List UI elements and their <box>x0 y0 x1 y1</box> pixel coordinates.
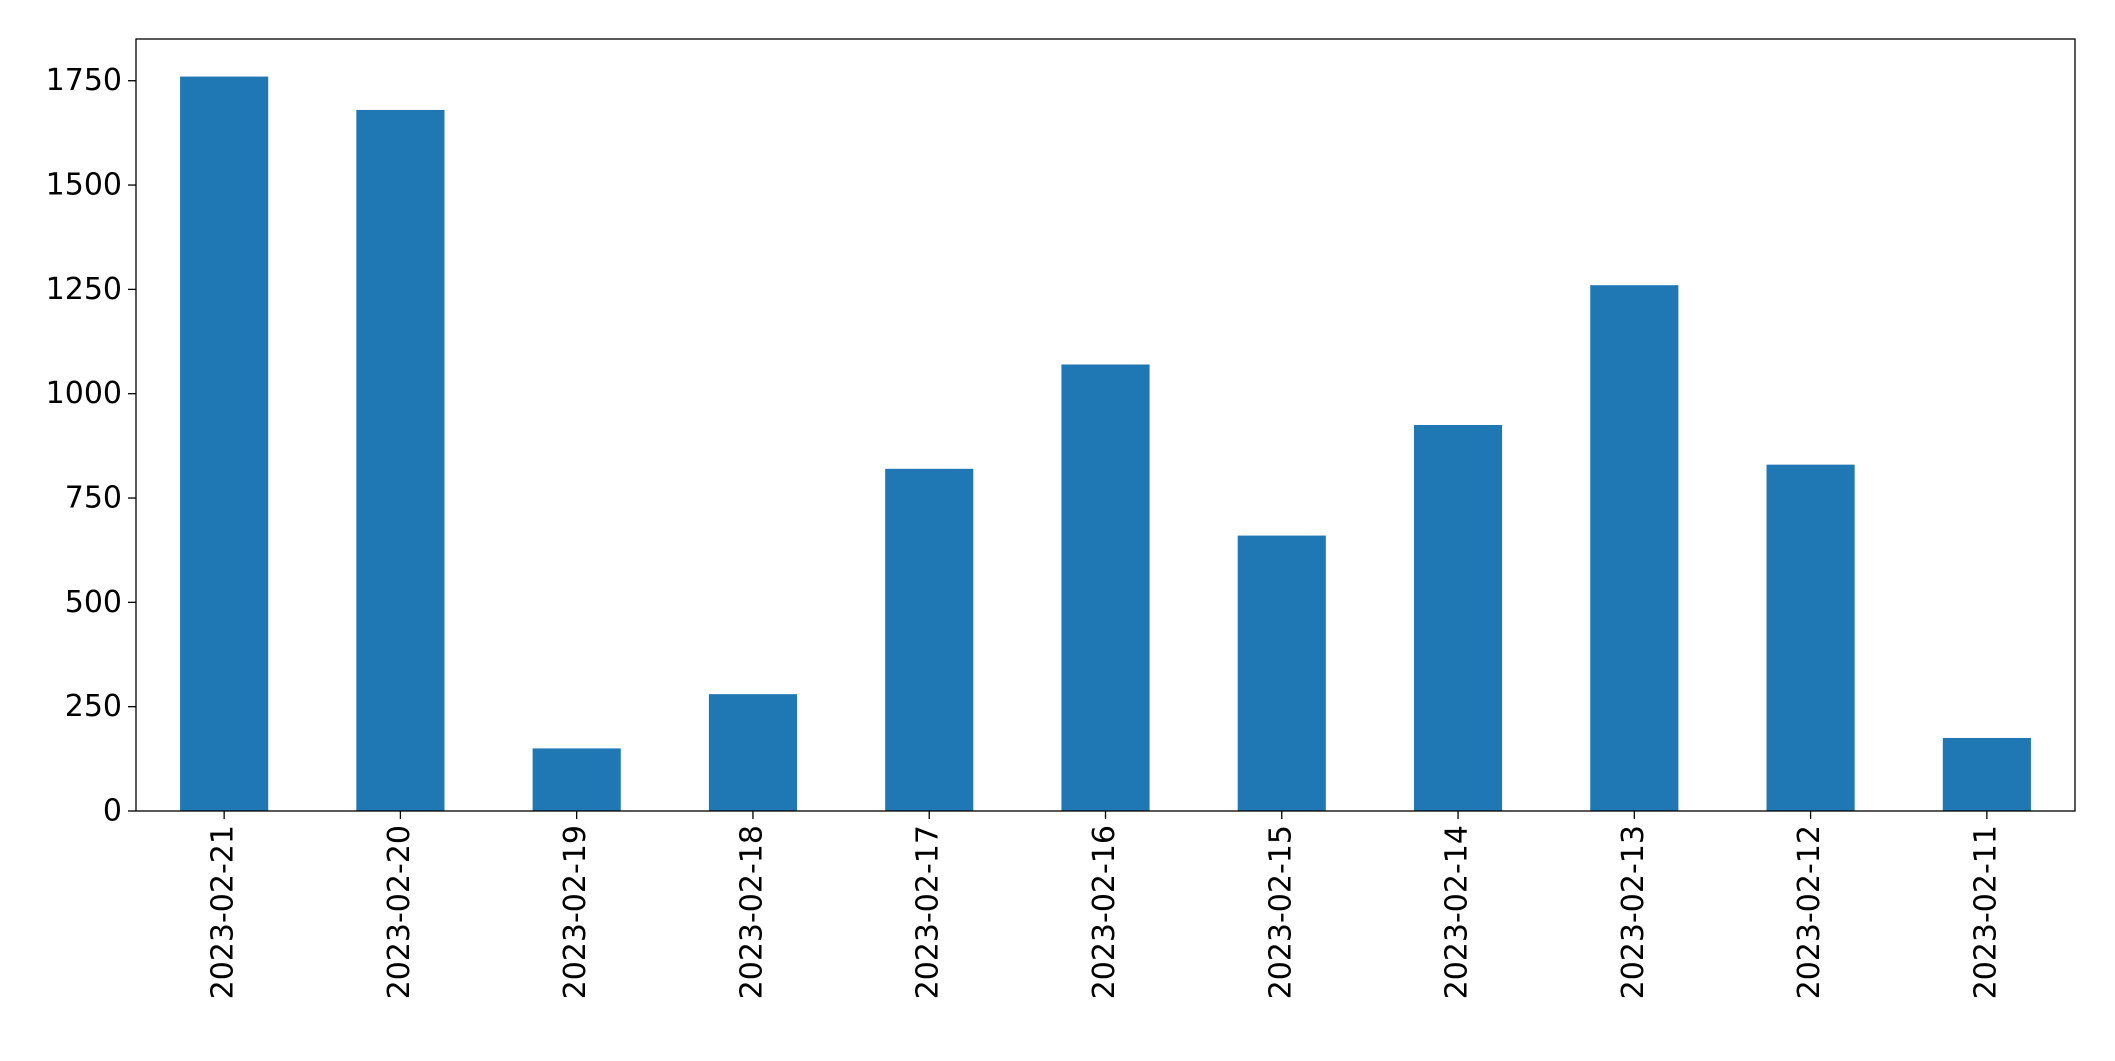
bar <box>356 109 445 811</box>
bar <box>1413 425 1503 811</box>
bar <box>180 76 269 811</box>
x-tick-label: 2023-02-17 <box>911 825 946 999</box>
x-tick-label: 2023-02-15 <box>1263 825 1298 999</box>
x-tick-label: 2023-02-11 <box>1968 825 2003 999</box>
y-tick-label: 1250 <box>46 272 122 307</box>
y-tick-label: 0 <box>103 794 122 829</box>
y-tick-label: 1000 <box>46 376 122 411</box>
plot-frame <box>135 38 2076 812</box>
x-tick-label: 2023-02-21 <box>206 825 241 999</box>
bar <box>1237 535 1326 811</box>
bar <box>1590 285 1679 811</box>
y-tick-label: 500 <box>65 585 122 620</box>
bar <box>532 748 621 811</box>
y-tick-label: 1750 <box>46 63 122 98</box>
x-tick-label: 2023-02-19 <box>558 825 593 999</box>
x-tick-label: 2023-02-13 <box>1616 825 1651 999</box>
bar <box>1766 464 1855 811</box>
x-tick-label: 2023-02-18 <box>734 825 769 999</box>
bar <box>708 694 798 811</box>
y-tick-label: 250 <box>65 689 122 724</box>
x-tick-label: 2023-02-12 <box>1792 825 1827 999</box>
bar <box>885 468 974 811</box>
y-tick-label: 1500 <box>46 168 122 203</box>
x-tick-label: 2023-02-14 <box>1440 825 1475 999</box>
y-tick-label: 750 <box>65 481 122 516</box>
bar <box>1942 737 2031 811</box>
x-tick-label: 2023-02-16 <box>1087 825 1122 999</box>
bar <box>1061 364 1150 811</box>
x-tick-label: 2023-02-20 <box>382 825 417 999</box>
